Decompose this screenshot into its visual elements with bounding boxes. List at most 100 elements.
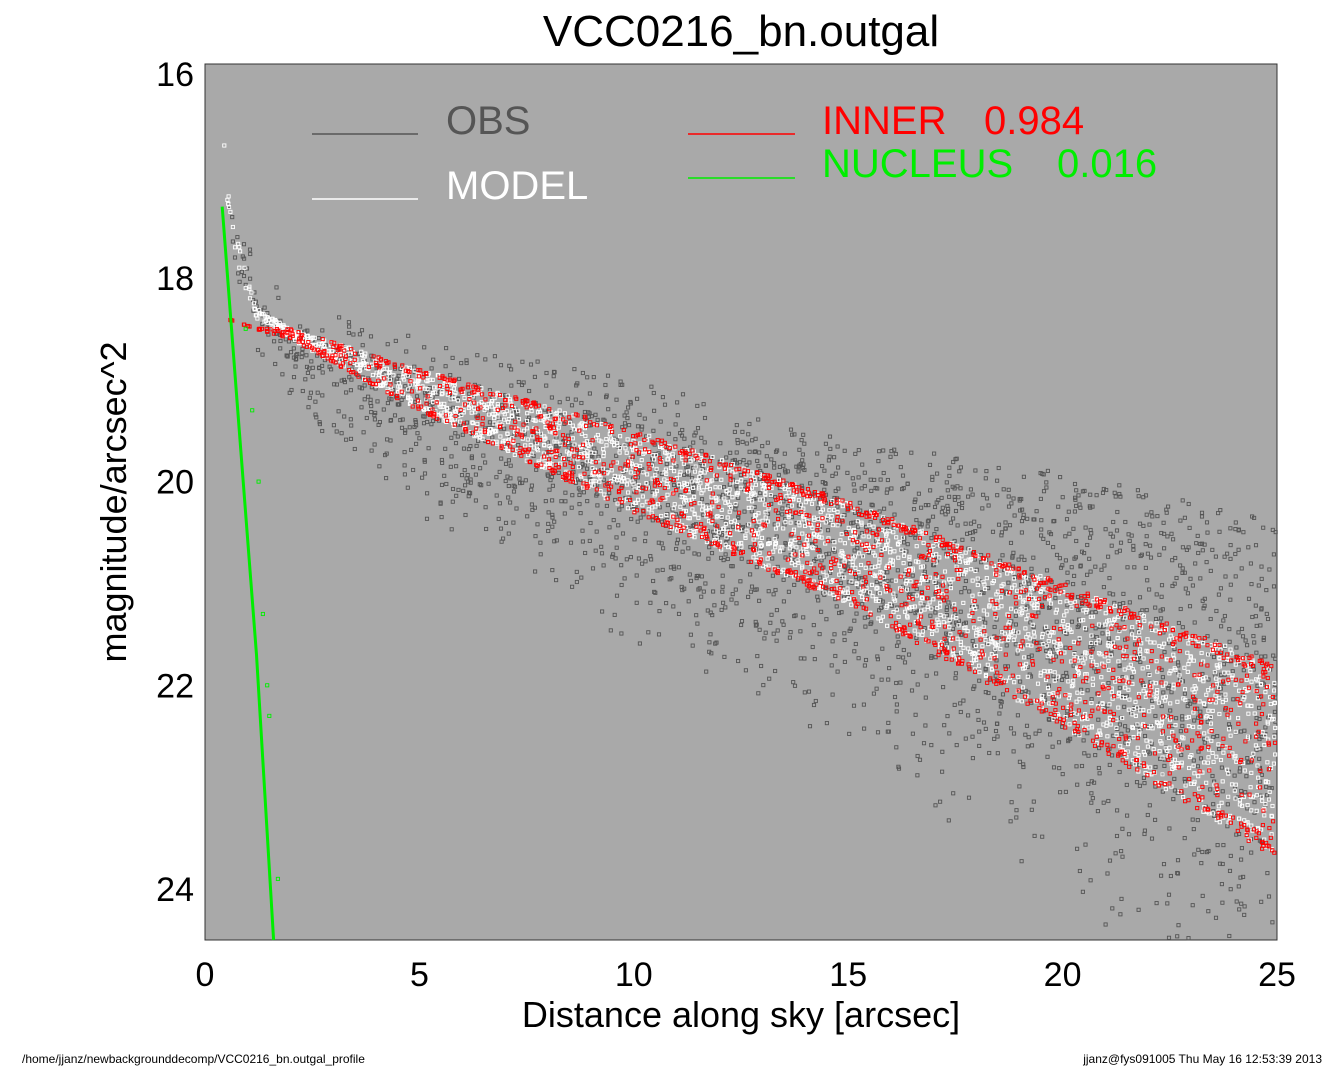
model-point — [1032, 634, 1037, 639]
obs-point — [1040, 834, 1045, 839]
obs-point — [933, 610, 938, 615]
model-point — [1085, 678, 1090, 683]
inner-point — [447, 390, 453, 395]
obs-point — [847, 628, 852, 633]
model-point — [1105, 734, 1110, 739]
obs-point — [572, 367, 577, 372]
obs-point — [1188, 701, 1193, 706]
model-point — [922, 607, 927, 612]
obs-point — [1155, 514, 1160, 519]
obs-point — [756, 417, 761, 422]
obs-point — [1210, 773, 1215, 779]
obs-point — [906, 652, 912, 657]
model-point — [1267, 789, 1272, 794]
obs-point — [1090, 641, 1095, 646]
obs-point — [648, 600, 653, 605]
obs-point — [1106, 798, 1111, 804]
obs-point — [1264, 611, 1269, 616]
model-point — [839, 568, 844, 573]
model-point — [501, 410, 506, 415]
obs-point — [497, 501, 502, 506]
obs-point — [995, 493, 1000, 498]
obs-point — [812, 657, 817, 662]
model-point — [440, 383, 445, 388]
model-point — [1220, 700, 1225, 705]
obs-point — [528, 362, 534, 367]
model-point — [1226, 820, 1231, 825]
obs-point — [963, 620, 968, 625]
obs-point — [570, 584, 575, 589]
obs-point — [563, 499, 568, 504]
obs-point — [799, 438, 804, 443]
obs-point — [1120, 854, 1125, 859]
obs-point — [691, 489, 696, 494]
obs-point — [963, 521, 968, 526]
obs-point — [1141, 495, 1146, 500]
model-point — [1203, 675, 1208, 680]
model-point — [422, 386, 427, 391]
obs-point — [889, 486, 894, 491]
obs-point — [581, 490, 586, 495]
obs-point — [1107, 762, 1112, 767]
obs-point — [1233, 551, 1238, 557]
obs-point — [1103, 527, 1108, 532]
model-point — [985, 662, 990, 667]
obs-point — [1159, 873, 1164, 878]
obs-point — [1273, 530, 1278, 535]
model-point — [1126, 665, 1131, 670]
model-point — [530, 434, 535, 439]
obs-point — [652, 589, 657, 594]
obs-point — [1019, 496, 1024, 502]
model-point — [1154, 659, 1159, 664]
obs-point — [671, 482, 677, 488]
model-point — [492, 421, 497, 426]
obs-point — [272, 339, 277, 344]
obs-point — [612, 413, 617, 418]
model-point — [1173, 667, 1178, 673]
obs-point — [532, 505, 537, 510]
model-point — [1272, 700, 1277, 705]
obs-point — [1180, 498, 1185, 503]
obs-point — [851, 482, 856, 487]
obs-point — [1112, 490, 1117, 495]
obs-point — [843, 564, 848, 569]
obs-point — [1087, 535, 1093, 540]
obs-point — [369, 448, 374, 453]
model-point — [720, 458, 725, 463]
obs-point — [699, 497, 705, 502]
obs-point — [1042, 693, 1047, 698]
model-point — [572, 442, 577, 447]
model-point — [816, 516, 821, 521]
model-point — [1082, 725, 1087, 730]
obs-point — [686, 546, 691, 551]
model-point — [723, 542, 728, 547]
model-point — [1169, 762, 1174, 767]
obs-point — [658, 419, 663, 424]
model-point — [746, 505, 751, 510]
obs-point — [1075, 624, 1080, 630]
obs-point — [454, 493, 459, 498]
model-point — [1212, 670, 1217, 675]
obs-point — [932, 451, 937, 456]
obs-point — [943, 512, 948, 517]
obs-point — [878, 582, 883, 587]
model-point — [609, 468, 614, 473]
obs-point — [1089, 779, 1094, 784]
obs-point — [546, 510, 551, 515]
model-point — [1174, 744, 1179, 749]
model-point — [312, 335, 317, 340]
obs-point — [1000, 553, 1005, 558]
model-point — [1096, 638, 1101, 643]
obs-point — [1125, 728, 1130, 733]
obs-point — [1162, 763, 1167, 768]
obs-point — [723, 605, 728, 610]
obs-point — [980, 506, 985, 511]
obs-point — [1076, 493, 1081, 498]
obs-point — [614, 535, 619, 540]
obs-point — [599, 511, 604, 516]
obs-point — [720, 515, 725, 520]
obs-point — [1054, 552, 1060, 557]
obs-point — [986, 503, 991, 508]
obs-point — [946, 600, 951, 605]
